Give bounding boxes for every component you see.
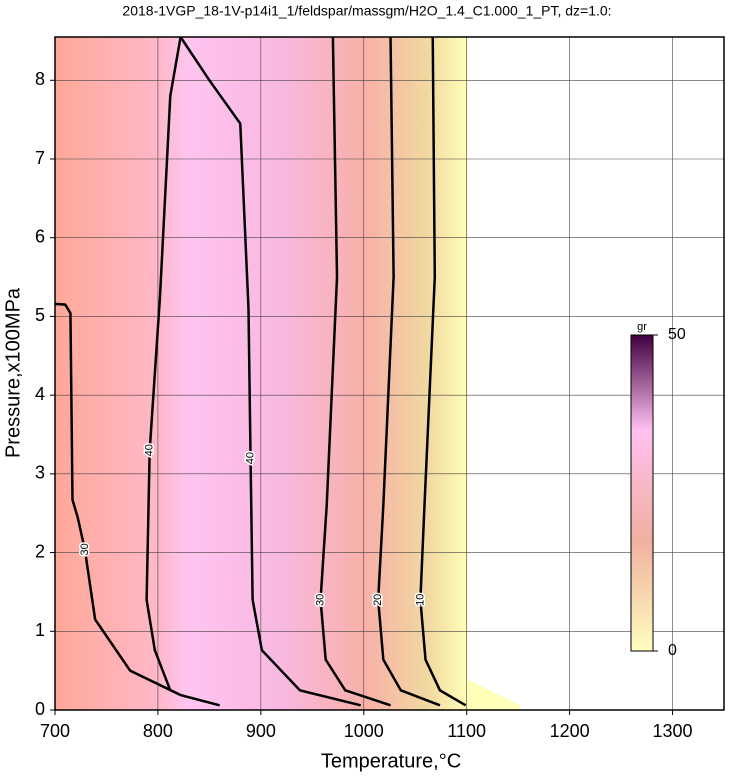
colorbar-label: gr xyxy=(637,321,647,333)
x-tick-label: 1200 xyxy=(550,721,590,741)
x-tick-label: 1000 xyxy=(344,721,384,741)
contour-line xyxy=(179,36,361,707)
y-tick-label: 0 xyxy=(35,699,45,719)
colorbar xyxy=(630,334,654,652)
contour-label: 10 xyxy=(414,594,426,606)
colorbar-tick-label: 50 xyxy=(668,326,686,343)
y-tick-label: 5 xyxy=(35,305,45,325)
chart-title: 2018-1VGP_18-1V-p14i1_1/feldspar/massgm/… xyxy=(122,3,611,19)
contour-label: 30 xyxy=(314,594,326,606)
y-tick-label: 4 xyxy=(35,384,45,404)
x-tick-label: 800 xyxy=(143,721,173,741)
contour-label: 40 xyxy=(244,452,256,464)
contour-line xyxy=(319,36,391,707)
contour-fill xyxy=(468,680,520,710)
y-axis-label: Pressure,x100MPa xyxy=(2,287,24,458)
x-tick-label: 700 xyxy=(40,721,70,741)
y-tick-label: 2 xyxy=(35,541,45,561)
contour-label: 30 xyxy=(79,543,91,555)
y-tick-label: 8 xyxy=(35,69,45,89)
contour-line xyxy=(54,302,220,707)
contour-label: 40 xyxy=(144,444,156,456)
contour-line xyxy=(145,36,182,691)
colorbar-tick-label: 0 xyxy=(668,642,677,659)
y-tick-label: 1 xyxy=(35,620,45,640)
x-tick-label: 1300 xyxy=(653,721,693,741)
contour-fill xyxy=(55,37,468,710)
contour-line xyxy=(419,36,467,707)
y-tick-label: 6 xyxy=(35,226,45,246)
plot-area: 10 20 30 40 40 30 xyxy=(54,36,724,711)
contour-line xyxy=(376,36,441,707)
y-tick-label: 3 xyxy=(35,463,45,483)
y-tick-label: 7 xyxy=(35,148,45,168)
x-axis-label: Temperature,°C xyxy=(321,750,461,772)
x-tick-label: 1100 xyxy=(447,721,486,741)
x-tick-label: 900 xyxy=(246,721,276,741)
contour-label: 20 xyxy=(372,594,384,606)
plot-frame xyxy=(54,36,725,711)
